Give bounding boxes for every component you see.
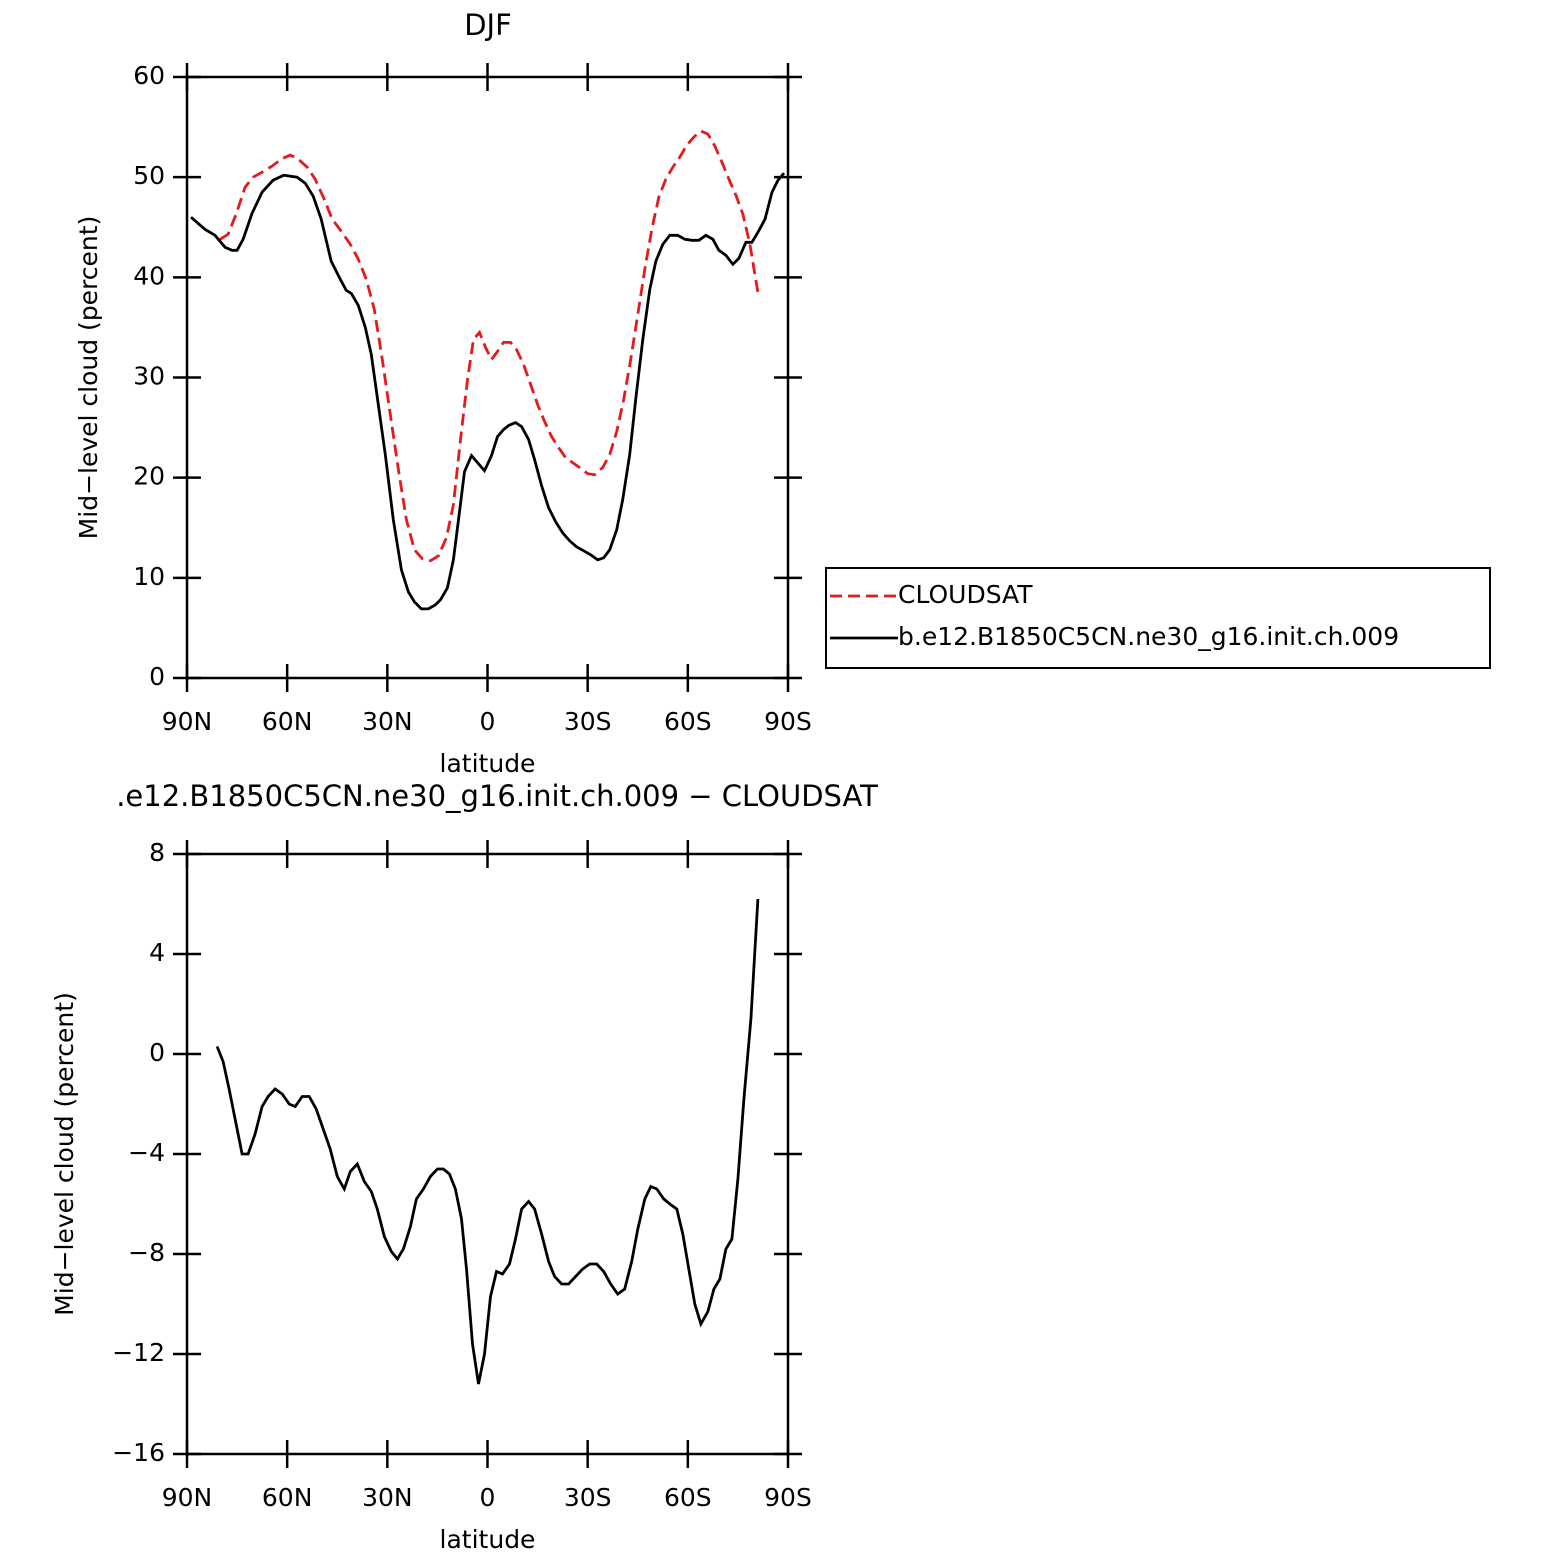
legend-box [825, 567, 1491, 669]
x-tick-label: 30N [362, 1483, 413, 1512]
data-line [219, 129, 760, 563]
y-tick-label: 0 [149, 662, 165, 691]
plot-frame [185, 75, 790, 680]
plot-frame [185, 852, 790, 1456]
y-axis-label: Mid−level cloud (percent) [50, 992, 79, 1316]
y-axis-label: Mid−level cloud (percent) [74, 216, 103, 540]
x-tick-label: 0 [480, 1483, 496, 1512]
x-tick-label: 60S [664, 1483, 712, 1512]
x-tick-label: 60N [262, 707, 313, 736]
y-tick-label: 10 [133, 562, 165, 591]
y-tick-label: 20 [133, 462, 165, 491]
legend-label: b.e12.B1850C5CN.ne30_g16.init.ch.009 [898, 622, 1399, 651]
y-tick-label: 50 [133, 161, 165, 190]
chart-title: DJF [464, 8, 512, 42]
x-tick-label: 30S [564, 707, 612, 736]
x-tick-label: 60N [262, 1483, 313, 1512]
x-tick-label: 30S [564, 1483, 612, 1512]
x-tick-label: 90S [764, 707, 812, 736]
x-tick-label: 90S [764, 1483, 812, 1512]
y-tick-label: 8 [149, 838, 165, 867]
y-tick-label: 40 [133, 261, 165, 290]
y-tick-label: −4 [128, 1138, 165, 1167]
x-axis-label: latitude [440, 749, 536, 778]
x-tick-label: 90N [162, 1483, 213, 1512]
chart-title: .e12.B1850C5CN.ne30_g16.init.ch.009 − CL… [116, 779, 878, 813]
x-tick-label: 60S [664, 707, 712, 736]
x-tick-label: 30N [362, 707, 413, 736]
x-axis-label: latitude [440, 1525, 536, 1554]
y-tick-label: 30 [133, 362, 165, 391]
y-tick-label: 60 [133, 61, 165, 90]
y-tick-label: −12 [112, 1338, 165, 1367]
y-tick-label: −8 [128, 1238, 165, 1267]
data-line [215, 898, 760, 1385]
x-tick-label: 0 [480, 707, 496, 736]
y-tick-label: −16 [112, 1438, 165, 1467]
legend-label: CLOUDSAT [898, 580, 1033, 609]
y-tick-label: 0 [149, 1038, 165, 1067]
y-tick-label: 4 [149, 938, 165, 967]
x-tick-label: 90N [162, 707, 213, 736]
data-line [190, 172, 786, 611]
